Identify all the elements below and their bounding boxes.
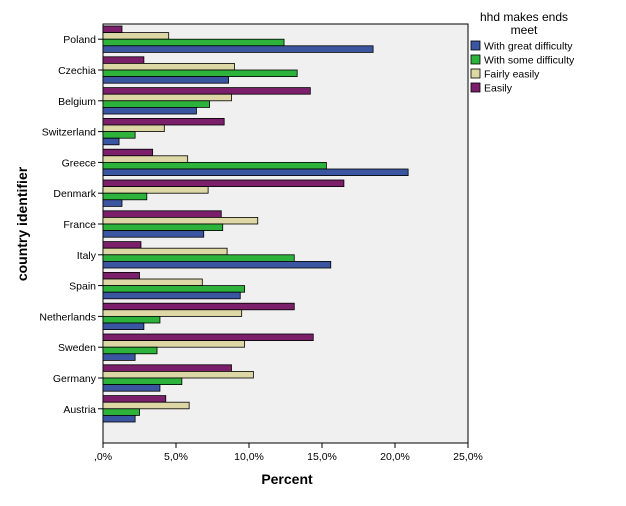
bar-belgium-with-great-difficulty (102, 107, 197, 115)
bar-france-with-some-difficulty (102, 223, 224, 231)
x-tick-label: ,0% (94, 451, 112, 463)
bar-spain-easily (102, 271, 140, 280)
y-tick-label-greece: Greece (62, 157, 97, 169)
bar-spain-with-great-difficulty (102, 291, 241, 300)
bar-denmark-with-some-difficulty (102, 192, 148, 201)
bars-layer (102, 25, 409, 423)
bar-greece-fairly-easily (102, 155, 189, 163)
legend-swatch-fairly-easily (470, 68, 481, 79)
bar-spain-with-some-difficulty (102, 285, 246, 293)
bar-austria-with-great-difficulty (102, 414, 136, 423)
bar-austria-fairly-easily (102, 401, 190, 410)
bar-italy-with-some-difficulty (102, 254, 295, 262)
legend-title: hhd makes ends meet (480, 10, 568, 37)
bar-denmark-easily (102, 179, 345, 187)
y-tick-label-switzerland: Switzerland (42, 127, 96, 139)
bar-poland-with-some-difficulty (102, 38, 285, 47)
bar-netherlands-easily (102, 302, 295, 311)
bar-belgium-with-some-difficulty (102, 100, 210, 108)
bar-czechia-easily (102, 56, 145, 64)
bar-germany-easily (102, 364, 232, 372)
y-axis-title: country identifier (14, 166, 30, 281)
bar-sweden-easily (102, 333, 314, 341)
y-tick-label-belgium: Belgium (58, 96, 96, 108)
bar-spain-fairly-easily (102, 278, 203, 286)
y-tick-label-france: France (63, 219, 96, 231)
bar-belgium-easily (102, 87, 311, 95)
bar-czechia-with-great-difficulty (102, 76, 229, 84)
x-axis: ,0% 5,0% 10,0% 15,0% 20,0% 25,0% (94, 443, 483, 463)
bar-greece-easily (102, 148, 154, 157)
bar-poland-easily (102, 25, 123, 33)
y-tick-label-spain: Spain (69, 281, 96, 293)
y-tick-label-sweden: Sweden (58, 342, 96, 354)
bar-switzerland-with-great-difficulty (102, 137, 120, 146)
bar-switzerland-easily (102, 118, 225, 126)
bar-netherlands-with-great-difficulty (102, 322, 145, 330)
x-tick-label: 5,0% (164, 451, 188, 463)
y-tick-label-poland: Poland (63, 34, 96, 46)
bar-germany-with-great-difficulty (102, 384, 161, 392)
bar-france-fairly-easily (102, 216, 259, 225)
legend-swatch-with-great-difficulty (470, 40, 481, 51)
y-tick-label-austria: Austria (63, 404, 96, 416)
bar-austria-with-some-difficulty (102, 408, 140, 416)
bar-czechia-with-some-difficulty (102, 69, 298, 77)
bar-greece-with-great-difficulty (102, 168, 409, 176)
bar-denmark-with-great-difficulty (102, 199, 123, 207)
bar-italy-with-great-difficulty (102, 260, 332, 269)
bar-denmark-fairly-easily (102, 186, 209, 194)
bar-poland-with-great-difficulty (102, 45, 374, 53)
x-tick-label: 25,0% (453, 451, 483, 463)
y-tick-label-italy: Italy (77, 250, 97, 262)
bar-belgium-fairly-easily (102, 93, 232, 102)
bar-sweden-fairly-easily (102, 340, 246, 348)
y-tick-label-denmark: Denmark (53, 188, 96, 200)
bar-czechia-fairly-easily (102, 63, 235, 71)
bar-greece-with-some-difficulty (102, 161, 327, 170)
legend-label-with-great-difficulty: With great difficulty (484, 41, 573, 53)
x-tick-label: 10,0% (234, 451, 264, 463)
bar-poland-fairly-easily (102, 32, 170, 40)
bar-netherlands-fairly-easily (102, 309, 243, 317)
bar-italy-easily (102, 241, 142, 249)
bar-netherlands-with-some-difficulty (102, 315, 161, 324)
legend-swatch-with-some-difficulty (470, 54, 481, 65)
x-tick-label: 15,0% (307, 451, 337, 463)
bar-sweden-with-great-difficulty (102, 353, 136, 361)
legend-label-easily: Easily (484, 83, 513, 95)
x-tick-label: 20,0% (380, 451, 410, 463)
bar-italy-fairly-easily (102, 247, 228, 256)
bar-switzerland-fairly-easily (102, 124, 165, 132)
y-axis: Poland Czechia Belgium Switzerland Greece Den… (39, 34, 103, 416)
bar-france-with-great-difficulty (102, 230, 205, 238)
bar-germany-fairly-easily (102, 370, 254, 379)
bar-austria-easily (102, 395, 167, 403)
legend-swatch-easily (470, 82, 481, 93)
x-axis-title: Percent (261, 471, 313, 487)
legend-label-with-some-difficulty: With some difficulty (484, 55, 575, 67)
bar-switzerland-with-some-difficulty (102, 131, 136, 139)
bar-france-easily (102, 210, 222, 218)
y-tick-label-netherlands: Netherlands (39, 311, 96, 323)
bar-sweden-with-some-difficulty (102, 346, 158, 355)
y-tick-label-czechia: Czechia (58, 65, 96, 77)
legend-label-fairly-easily: Fairly easily (484, 69, 540, 81)
y-tick-label-germany: Germany (53, 373, 97, 385)
bar-germany-with-some-difficulty (102, 377, 183, 385)
legend: hhd makes ends meet With great difficulty… (470, 10, 575, 95)
